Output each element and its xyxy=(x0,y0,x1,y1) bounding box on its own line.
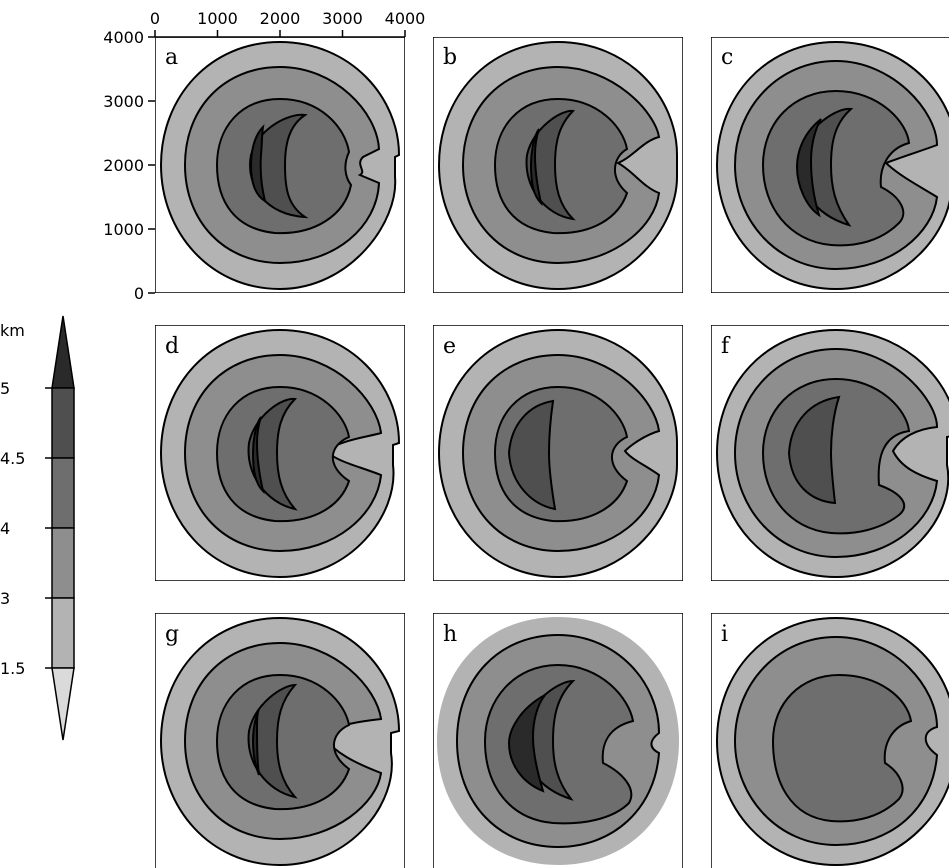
colorbar-segment-4-5-5 xyxy=(51,387,75,459)
contour-5km xyxy=(251,416,265,495)
colorbar-tick-label: 3 xyxy=(0,589,10,608)
colorbar-tick-label: 1.5 xyxy=(0,659,25,678)
contour-4-5km xyxy=(507,399,557,511)
contour-4-5km xyxy=(787,395,841,505)
colorbar-segment-4-4-5 xyxy=(51,457,75,529)
x-axis-top: 0 1000 2000 3000 4000 xyxy=(150,9,426,38)
y-tick-label: 3000 xyxy=(103,92,144,111)
contour-4km xyxy=(761,89,911,247)
contour-4km xyxy=(761,377,911,535)
y-tick-label: 4000 xyxy=(103,28,144,47)
x-tick-label: 4000 xyxy=(385,9,426,28)
contour-5km xyxy=(507,694,546,793)
contour-5km xyxy=(251,708,260,776)
contour-4km xyxy=(215,385,351,523)
x-tick-label: 1000 xyxy=(197,9,238,28)
y-axis-left: 4000 3000 2000 1000 0 xyxy=(103,28,155,303)
panel-i-letter: i xyxy=(721,622,728,647)
contour-5km xyxy=(795,118,822,218)
panel-a xyxy=(155,37,405,293)
contour-4km xyxy=(215,673,351,811)
colorbar: km 5 4.5 4 3 1.5 xyxy=(0,315,75,741)
panel-g xyxy=(155,613,405,868)
colorbar-segment-3-4 xyxy=(51,527,75,599)
contour-4km xyxy=(493,97,629,235)
colorbar-tick-label: 4 xyxy=(0,519,10,538)
panel-b-letter: b xyxy=(443,45,457,70)
panel-e xyxy=(433,325,683,581)
colorbar-segment-1-5-3 xyxy=(51,597,75,669)
panel-f-letter: f xyxy=(721,334,731,359)
panel-d xyxy=(155,325,405,581)
contour-5km xyxy=(249,124,267,204)
colorbar-top-arrow xyxy=(51,315,75,389)
panel-h xyxy=(433,613,683,868)
panel-h-letter: h xyxy=(443,622,457,647)
colorbar-tick-label: 4.5 xyxy=(0,449,25,468)
y-tick-label: 2000 xyxy=(103,156,144,175)
y-tick-label: 1000 xyxy=(103,220,144,239)
panel-e-letter: e xyxy=(443,334,456,359)
panel-c-letter: c xyxy=(721,45,733,70)
contour-5km xyxy=(529,128,543,207)
colorbar-bottom-arrow xyxy=(51,667,75,741)
panel-b xyxy=(433,37,683,293)
colorbar-tick-label: 5 xyxy=(0,379,10,398)
contour-4km xyxy=(483,663,635,825)
contour-4-5km xyxy=(247,683,298,799)
panel-a-letter: a xyxy=(165,45,178,70)
contour-4km xyxy=(771,673,913,823)
y-tick-label: 0 xyxy=(134,284,144,303)
panel-d-letter: d xyxy=(165,334,179,359)
x-tick-label: 0 xyxy=(150,9,160,28)
panel-g-letter: g xyxy=(165,622,179,647)
panel-i xyxy=(711,613,949,868)
panel-c xyxy=(711,37,949,293)
colorbar-unit-label: km xyxy=(0,321,25,340)
panel-f xyxy=(711,325,949,581)
x-tick-label: 2000 xyxy=(260,9,301,28)
x-tick-label: 3000 xyxy=(322,9,363,28)
